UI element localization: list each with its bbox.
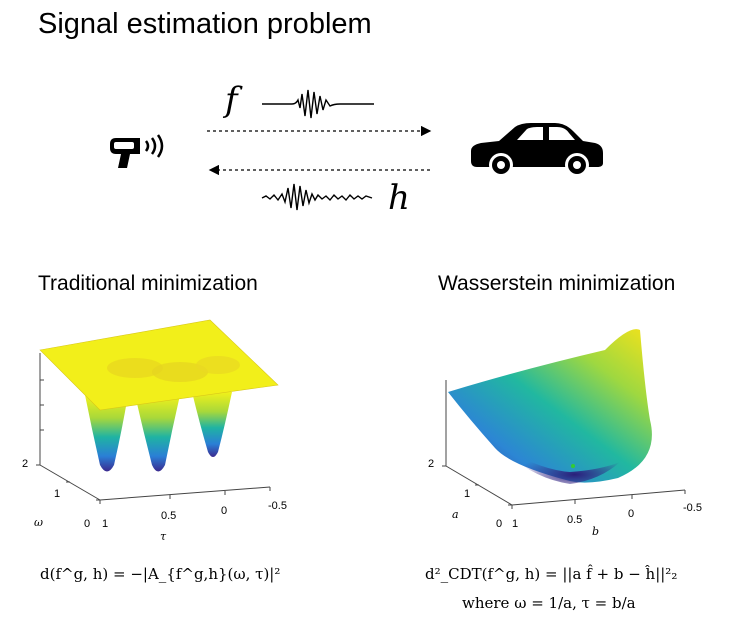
right-surface-plot [442,329,686,509]
left-x-tick-05: 0.5 [161,510,177,522]
right-x-tick-1: 1 [512,518,519,530]
right-y-tick-1: 1 [464,488,471,500]
signal-f-label: f [225,80,238,120]
left-equation: d(f^g, h) = −|A_{f^g,h}(ω, τ)|² [40,565,281,583]
right-equation: d²_CDT(f^g, h) = ||a f̂ + b − ĥ||²₂ [425,565,678,583]
right-panel-heading: Wasserstein minimization [438,272,676,295]
right-x-axis-label: b [592,525,600,538]
page-title: Signal estimation problem [38,8,372,40]
left-y-axis-label: ω [34,516,43,529]
right-x-tick-05: 0.5 [567,514,583,526]
left-x-axis-label: τ [160,530,167,543]
radar-gun-icon [110,134,164,168]
right-x-tick-0: 0 [628,508,635,520]
left-surface-plot [36,319,279,504]
minimum-marker [571,464,575,468]
left-x-tick-1: 1 [102,518,109,530]
left-x-tick-0: 0 [221,505,228,517]
left-panel-heading: Traditional minimization [38,272,258,295]
right-y-tick-0: 0 [496,518,503,530]
right-y-axis-label: a [452,508,459,521]
h-wavelet [261,183,373,211]
left-y-tick-0: 0 [84,518,91,530]
signal-h-label: h [388,178,410,218]
left-x-tick-neg05: -0.5 [268,500,287,512]
right-y-tick-2: 2 [428,458,435,470]
left-y-tick-2: 2 [22,458,29,470]
car-icon [471,123,603,177]
f-wavelet [262,89,374,119]
right-x-tick-neg05: -0.5 [683,502,702,514]
left-y-tick-1: 1 [54,488,61,500]
right-equation-where: where ω = 1/a, τ = b/a [462,594,636,612]
